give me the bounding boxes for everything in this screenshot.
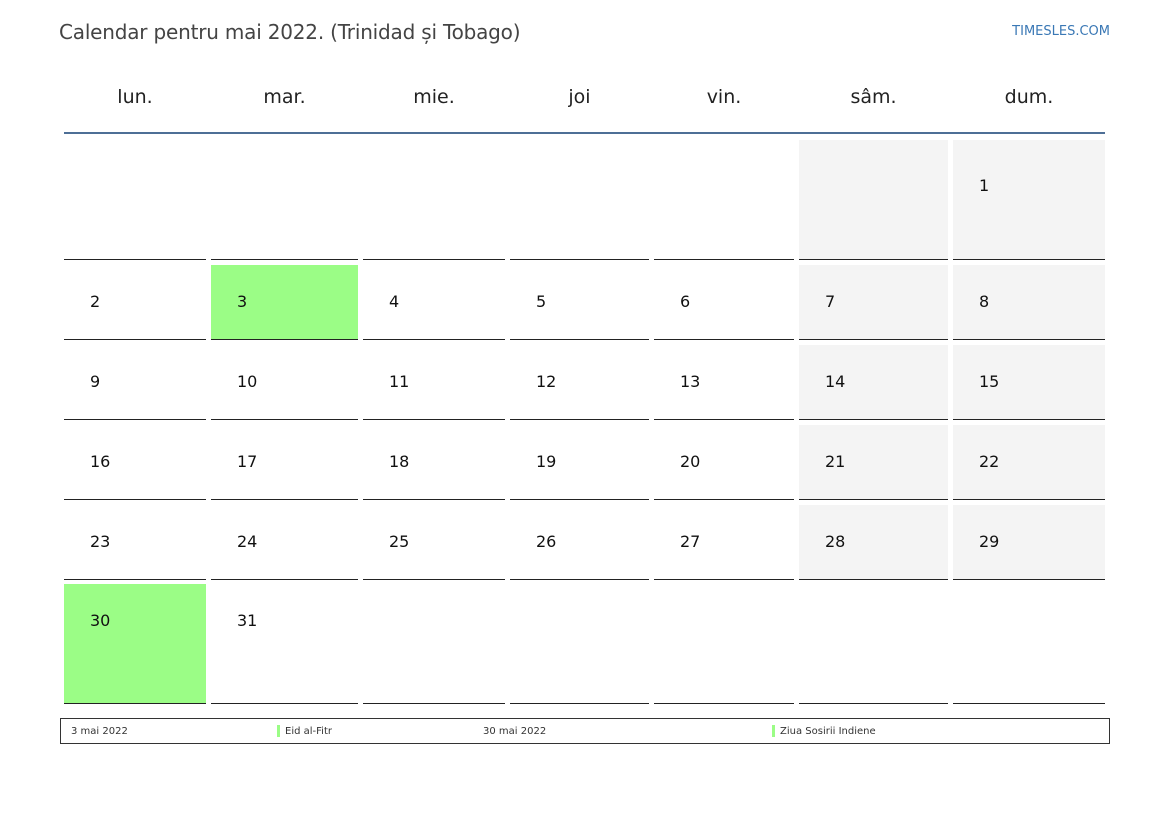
legend-holiday-2: Ziua Sosirii Indiene — [780, 726, 876, 737]
day-number: 29 — [979, 532, 1000, 551]
day-number: 27 — [680, 532, 701, 551]
day-cell[interactable]: 29 — [953, 505, 1105, 580]
day-cell[interactable]: 24 — [211, 505, 358, 580]
brand-link[interactable]: TIMESLES.COM — [1012, 24, 1110, 39]
weekday-thursday: joi — [568, 86, 591, 108]
day-number: 2 — [90, 292, 101, 311]
day-number: 16 — [90, 452, 111, 471]
weekday-sunday: dum. — [1004, 86, 1054, 108]
day-cell[interactable]: 18 — [363, 425, 505, 500]
day-number: 24 — [237, 532, 258, 551]
day-number: 9 — [90, 372, 101, 391]
day-number: 4 — [389, 292, 400, 311]
day-cell[interactable]: 28 — [799, 505, 948, 580]
day-number: 12 — [536, 372, 557, 391]
day-number: 19 — [536, 452, 557, 471]
weekday-monday: lun. — [117, 86, 153, 108]
day-number: 10 — [237, 372, 258, 391]
weekday-wednesday: mie. — [413, 86, 455, 108]
day-cell[interactable]: 31 — [211, 584, 358, 704]
day-number: 13 — [680, 372, 701, 391]
legend-swatch-2 — [772, 725, 775, 737]
day-number: 20 — [680, 452, 701, 471]
day-cell[interactable]: 6 — [654, 265, 794, 340]
day-cell[interactable]: 10 — [211, 345, 358, 420]
day-number: 25 — [389, 532, 410, 551]
empty-cell — [654, 140, 794, 260]
day-cell[interactable]: 11 — [363, 345, 505, 420]
empty-cell — [363, 584, 505, 704]
day-number: 15 — [979, 372, 1000, 391]
weekday-friday: vin. — [706, 86, 742, 108]
day-cell[interactable]: 17 — [211, 425, 358, 500]
legend-date-2: 30 mai 2022 — [483, 726, 547, 737]
day-cell[interactable]: 30 — [64, 584, 206, 704]
day-number: 11 — [389, 372, 410, 391]
day-number: 22 — [979, 452, 1000, 471]
legend-holiday-1: Eid al-Fitr — [285, 726, 332, 737]
day-cell[interactable]: 14 — [799, 345, 948, 420]
day-cell[interactable]: 23 — [64, 505, 206, 580]
day-cell[interactable]: 16 — [64, 425, 206, 500]
day-number: 3 — [237, 292, 248, 311]
empty-cell — [510, 584, 649, 704]
legend-swatch-1 — [277, 725, 280, 737]
weekday-saturday: sâm. — [850, 86, 897, 108]
empty-cell — [654, 584, 794, 704]
empty-cell — [363, 140, 505, 260]
day-number: 18 — [389, 452, 410, 471]
day-cell[interactable]: 21 — [799, 425, 948, 500]
day-cell[interactable]: 26 — [510, 505, 649, 580]
empty-cell — [510, 140, 649, 260]
day-number: 8 — [979, 292, 990, 311]
weekday-tuesday: mar. — [263, 86, 306, 108]
day-cell[interactable]: 15 — [953, 345, 1105, 420]
day-number: 14 — [825, 372, 846, 391]
day-cell[interactable]: 20 — [654, 425, 794, 500]
day-number: 1 — [979, 176, 990, 195]
day-number: 5 — [536, 292, 547, 311]
day-number: 28 — [825, 532, 846, 551]
day-cell[interactable]: 7 — [799, 265, 948, 340]
weekday-header-row: lun. mar. mie. joi vin. sâm. dum. — [64, 70, 1105, 134]
day-cell[interactable]: 4 — [363, 265, 505, 340]
day-cell[interactable]: 12 — [510, 345, 649, 420]
empty-cell — [211, 140, 358, 260]
empty-cell — [64, 140, 206, 260]
day-number: 21 — [825, 452, 846, 471]
day-cell[interactable]: 13 — [654, 345, 794, 420]
day-cell[interactable]: 8 — [953, 265, 1105, 340]
day-cell[interactable]: 9 — [64, 345, 206, 420]
day-cell[interactable]: 1 — [953, 140, 1105, 260]
day-number: 17 — [237, 452, 258, 471]
day-number: 23 — [90, 532, 111, 551]
holiday-legend: 3 mai 2022 Eid al-Fitr 30 mai 2022 Ziua … — [60, 718, 1110, 744]
day-cell[interactable]: 19 — [510, 425, 649, 500]
day-number: 30 — [90, 611, 111, 630]
day-number: 7 — [825, 292, 836, 311]
day-number: 26 — [536, 532, 557, 551]
legend-date-1: 3 mai 2022 — [71, 726, 128, 737]
day-cell[interactable]: 25 — [363, 505, 505, 580]
day-number: 6 — [680, 292, 691, 311]
empty-cell — [799, 584, 948, 704]
day-number: 31 — [237, 611, 258, 630]
day-cell[interactable]: 27 — [654, 505, 794, 580]
empty-cell — [953, 584, 1105, 704]
empty-cell — [799, 140, 948, 260]
day-cell[interactable]: 3 — [211, 265, 358, 340]
day-cell[interactable]: 5 — [510, 265, 649, 340]
day-cell[interactable]: 2 — [64, 265, 206, 340]
page-title: Calendar pentru mai 2022. (Trinidad și T… — [59, 20, 521, 44]
day-cell[interactable]: 22 — [953, 425, 1105, 500]
